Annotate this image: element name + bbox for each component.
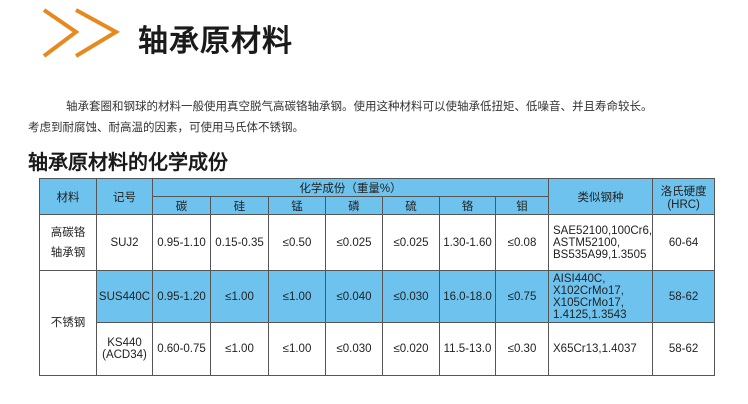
table-row: 高碳铬轴承钢 SUJ2 0.95-1.10 0.15-0.35 ≤0.50 ≤0.025 ≤… bbox=[39, 214, 716, 271]
table-row: KS440 (ACD34) 0.60-0.75 ≤1.00 ≤1.00 ≤0.030 ≤0… bbox=[40, 322, 716, 376]
hardness-unit: (HRC) bbox=[667, 198, 700, 211]
value-cell: ≤1.00 bbox=[268, 270, 326, 323]
similar-cell: SAE52100,100Cr6, ASTM52100, BS535A99,1.3… bbox=[547, 214, 654, 271]
value-cell: ≤0.75 bbox=[495, 270, 549, 323]
intro-line: 考虑到耐腐蚀、耐高温的因素，可使用马氏体不锈钢。 bbox=[28, 120, 304, 134]
hardness-cell: 58-62 bbox=[652, 322, 716, 376]
page-title: 轴承原材料 bbox=[138, 24, 293, 59]
code-cell: SUS440C bbox=[96, 270, 153, 323]
hardness-cell: 60-64 bbox=[652, 214, 716, 271]
value-cell: ≤0.020 bbox=[382, 322, 440, 376]
material-cell: 不锈钢 bbox=[39, 270, 97, 376]
value-cell: 0.95-1.20 bbox=[152, 270, 211, 323]
intro-line: 轴承套圈和钢球的材料一般使用真空脱气高碳铬轴承钢。使用这种材料可以使轴承低扭矩、… bbox=[66, 99, 653, 113]
double-chevron-icon bbox=[42, 8, 120, 58]
hardness-label: 洛氏硬度 bbox=[660, 185, 707, 198]
section-title: 轴承原材料的化学成份 bbox=[28, 150, 228, 174]
header-element: 钼 bbox=[495, 196, 549, 215]
value-cell: 11.5-13.0 bbox=[439, 322, 496, 376]
header-composition: 化学成份（重量%） bbox=[152, 178, 549, 197]
composition-table: 材料 记号 化学成份（重量%） 类似钢种 洛氏硬度 (HRC) 碳硅锰磷硫铬钼 高… bbox=[39, 178, 716, 376]
value-cell: 0.15-0.35 bbox=[210, 214, 269, 271]
code-cell: KS440 (ACD34) bbox=[96, 322, 153, 376]
header-element: 硫 bbox=[382, 196, 440, 215]
code-cell: SUJ2 bbox=[96, 214, 153, 271]
value-cell: ≤1.00 bbox=[268, 322, 326, 376]
value-cell: ≤0.030 bbox=[325, 322, 383, 376]
value-cell: ≤0.040 bbox=[325, 270, 383, 323]
header-element: 碳 bbox=[152, 196, 211, 215]
value-cell: ≤0.08 bbox=[495, 214, 549, 271]
header-code: 记号 bbox=[96, 178, 153, 215]
value-cell: ≤0.30 bbox=[495, 322, 549, 376]
material-cell: 高碳铬轴承钢 bbox=[39, 214, 97, 271]
header-element: 磷 bbox=[325, 196, 383, 215]
value-cell: ≤0.030 bbox=[382, 270, 440, 323]
table-row: 不锈钢 SUS440C 0.95-1.20 ≤1.00 ≤1.00 ≤0.040 ≤0.03… bbox=[39, 270, 716, 376]
value-cell: ≤0.025 bbox=[325, 214, 383, 271]
value-cell: ≤1.00 bbox=[210, 322, 269, 376]
header-element: 硅 bbox=[210, 196, 269, 215]
value-cell: ≤0.50 bbox=[268, 214, 326, 271]
similar-cell: AISI440C, X102CrMo17, X105CrMo17, 1.4125… bbox=[547, 270, 654, 323]
similar-cell: X65Cr13,1.4037 bbox=[547, 322, 654, 376]
value-cell: 0.60-0.75 bbox=[152, 322, 211, 376]
value-cell: ≤1.00 bbox=[210, 270, 269, 323]
header-similar: 类似钢种 bbox=[547, 178, 654, 215]
value-cell: ≤0.025 bbox=[382, 214, 440, 271]
value-cell: 0.95-1.10 bbox=[152, 214, 211, 271]
header-hardness: 洛氏硬度 (HRC) bbox=[652, 178, 716, 215]
header-element: 锰 bbox=[268, 196, 326, 215]
value-cell: 16.0-18.0 bbox=[439, 270, 496, 323]
hardness-cell: 58-62 bbox=[652, 270, 716, 323]
intro-paragraph: 轴承套圈和钢球的材料一般使用真空脱气高碳铬轴承钢。使用这种材料可以使轴承低扭矩、… bbox=[28, 96, 728, 138]
header-element: 铬 bbox=[439, 196, 496, 215]
value-cell: 1.30-1.60 bbox=[439, 214, 496, 271]
header-material: 材料 bbox=[39, 178, 97, 215]
